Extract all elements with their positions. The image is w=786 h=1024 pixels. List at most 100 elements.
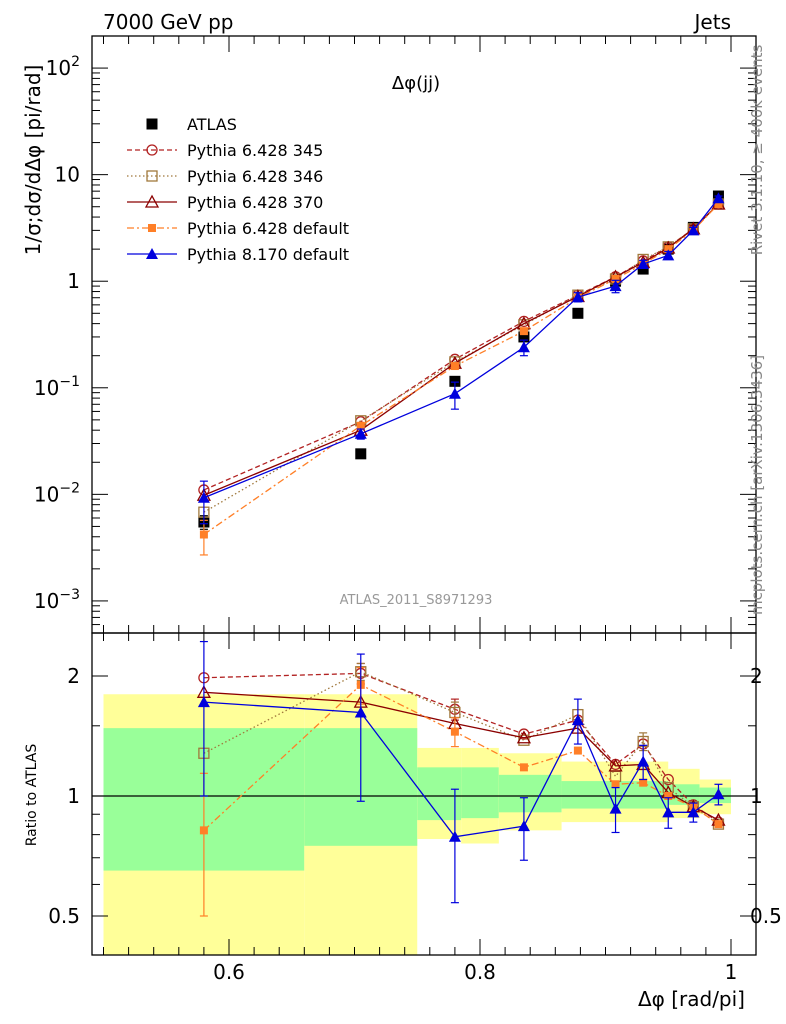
data-point — [639, 778, 648, 787]
data-point — [199, 530, 208, 539]
header-left: 7000 GeV pp — [103, 10, 234, 34]
series-line — [203, 691, 719, 821]
main-ylabel: 1/σ;dσ/dΔφ [pi/rad] — [21, 65, 45, 256]
data-point — [687, 224, 700, 236]
legend-label: Pythia 6.428 370 — [187, 193, 323, 212]
ratio-y-tick-label: 0.5 — [48, 904, 80, 928]
band-green — [417, 767, 462, 821]
data-point — [450, 727, 459, 736]
data-point — [609, 802, 622, 814]
series-line — [203, 203, 719, 536]
band-green — [461, 767, 499, 819]
legend-label: Pythia 6.428 345 — [187, 141, 323, 160]
ratio-plot-frame — [91, 632, 757, 956]
data-point — [662, 249, 675, 261]
mcplots-label: mcplots.cern.ch [arXiv:1306.3436] — [748, 355, 766, 615]
series-line — [203, 671, 719, 825]
ratio-uncertainty-bands — [92, 694, 756, 955]
legend-entry: ATLAS — [146, 115, 237, 134]
x-tick-label: 0.6 — [213, 960, 245, 984]
data-point — [146, 248, 158, 259]
legend-label: Pythia 8.170 default — [187, 245, 349, 264]
series-pythia-6-428-370 — [196, 196, 726, 501]
data-point — [712, 192, 725, 204]
x-tick-label: 0.8 — [464, 960, 496, 984]
data-point — [637, 258, 650, 270]
legend-label: Pythia 6.428 346 — [187, 167, 323, 186]
ratio-y-tick-label-right: 1 — [750, 784, 763, 808]
y-tick-label: 10−1 — [34, 374, 80, 400]
data-point — [197, 491, 210, 503]
data-point — [662, 806, 675, 818]
header-right: Jets — [693, 10, 731, 34]
ratio-y-tick-label-right: 0.5 — [750, 904, 782, 928]
axis-ticks: 102 10 1 10−1 10−2 10−3 0.6 0.8 1 2 2 1 1 0.5 0.5 — [34, 35, 782, 984]
data-point — [517, 820, 530, 832]
data-series — [196, 190, 726, 917]
data-point — [519, 327, 528, 336]
legend-entry: Pythia 6.428 370 — [127, 193, 323, 212]
data-point — [664, 792, 673, 800]
axes — [91, 35, 757, 956]
series-line — [203, 672, 719, 823]
data-point — [148, 224, 156, 232]
data-point — [519, 763, 528, 772]
data-point — [448, 387, 461, 399]
y-tick-label: 1 — [67, 269, 80, 293]
data-point — [354, 706, 367, 718]
data-point — [714, 200, 723, 209]
data-point — [573, 746, 582, 755]
data-point — [611, 274, 620, 283]
legend-label: ATLAS — [187, 115, 237, 134]
legend-entry: Pythia 6.428 default — [127, 219, 349, 238]
data-point — [714, 820, 723, 829]
series-pythia-6-428-345 — [198, 198, 725, 496]
data-point — [572, 307, 584, 319]
plot-title: Δφ(jj) — [392, 73, 440, 94]
data-point — [611, 780, 620, 789]
data-point — [517, 341, 530, 353]
series-line — [203, 701, 719, 838]
data-point — [355, 448, 367, 460]
data-point — [518, 331, 530, 343]
y-tick-label: 10−2 — [34, 480, 80, 506]
data-point — [571, 714, 584, 726]
x-tick-label: 1 — [725, 960, 738, 984]
series-line — [203, 684, 719, 831]
watermark: ATLAS_2011_S8971293 — [340, 593, 493, 608]
data-point — [199, 826, 208, 835]
y-tick-label: 10 — [55, 163, 80, 187]
data-point — [354, 427, 367, 439]
data-point — [144, 194, 160, 208]
data-point — [448, 830, 461, 842]
ratio-y-tick-label: 2 — [67, 664, 80, 688]
data-point — [637, 263, 649, 275]
series-pythia-8-170-default — [197, 192, 725, 525]
series-pythia-8-170-default — [197, 640, 725, 904]
ratio-y-tick-label-right: 2 — [750, 664, 763, 688]
data-point — [571, 291, 584, 303]
data-point — [608, 758, 623, 772]
data-point — [197, 696, 210, 708]
y-tick-label: 10−3 — [34, 587, 80, 613]
data-point — [146, 170, 158, 182]
rivet-label: Rivet 3.1.10, ≥ 400k events — [748, 45, 766, 256]
series-line — [203, 197, 719, 499]
data-point — [450, 362, 459, 371]
xlabel: Δφ [rad/pi] — [638, 987, 745, 1011]
data-point — [609, 280, 622, 292]
data-point — [356, 421, 365, 430]
y-tick-label: 102 — [46, 54, 80, 80]
legend-entry: Pythia 6.428 345 — [127, 141, 323, 160]
series-line — [203, 203, 719, 496]
data-point — [518, 728, 530, 740]
legend-entry: Pythia 6.428 346 — [127, 167, 323, 186]
data-point — [146, 118, 158, 130]
band-green — [498, 774, 562, 813]
data-point — [516, 730, 532, 744]
data-point — [449, 375, 461, 387]
ratio-y-tick-label: 1 — [67, 784, 80, 808]
data-point — [637, 755, 650, 767]
data-point — [687, 806, 700, 818]
